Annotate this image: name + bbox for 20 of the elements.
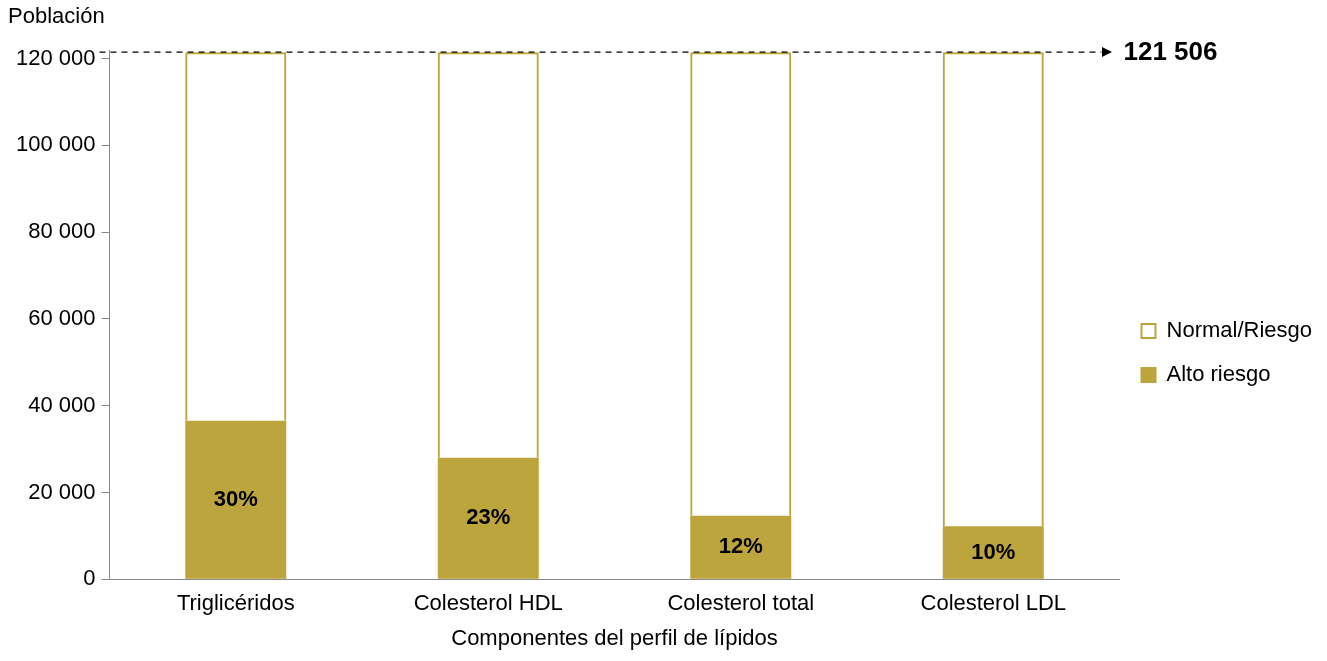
annotation: 30%: [213, 485, 258, 511]
y-tick-label: 80 000: [28, 218, 96, 244]
y-axis-title: Población: [8, 3, 105, 29]
y-tick-label: 0: [83, 565, 96, 591]
x-tick-label: Colesterol LDL: [920, 590, 1067, 616]
y-tick-label: 100 000: [15, 131, 96, 157]
annotation: 10%: [971, 539, 1016, 565]
y-tick-label: 60 000: [28, 305, 96, 330]
x-tick-label: Colesterol total: [667, 590, 815, 616]
ref-line-label: 121 506: [1123, 36, 1218, 67]
y-tick-label: 40 000: [28, 391, 96, 417]
legend-label: Normal/Riesgo: [1166, 317, 1313, 343]
x-axis-title: Componentes del perfil de lípidos: [451, 624, 778, 650]
y-tick-label: 120 000: [15, 44, 96, 70]
x-tick-label: Colesterol HDL: [413, 590, 563, 616]
x-tick-label: Triglicéridos: [176, 590, 295, 616]
annotation: 12%: [718, 533, 763, 559]
y-tick-label: 20 000: [28, 478, 96, 504]
annotation: 23%: [466, 504, 511, 530]
legend-label: Alto riesgo: [1166, 361, 1271, 387]
